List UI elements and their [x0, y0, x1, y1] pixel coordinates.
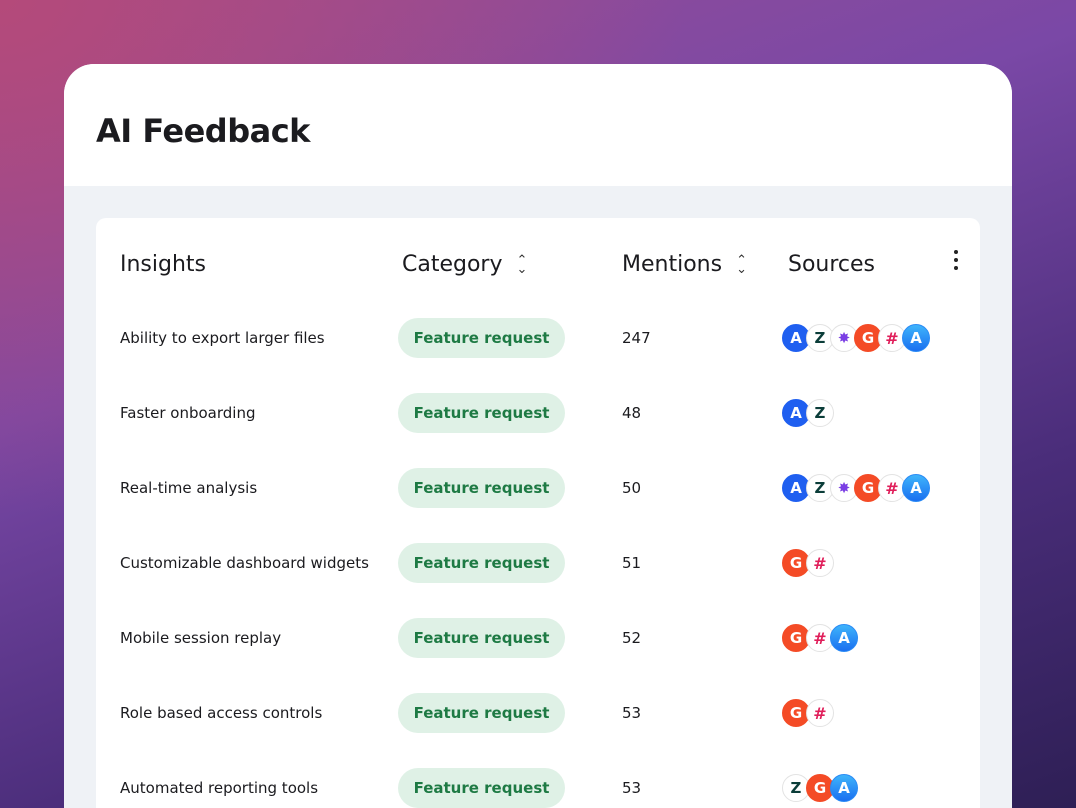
mentions-count: 53 — [622, 704, 642, 722]
insights-table: Insights Category ⌃ ⌄ Mentions ⌃ ⌄ Sources A… — [96, 218, 980, 808]
mentions-count: 51 — [622, 554, 642, 572]
column-label: Category — [402, 252, 503, 277]
app-store-icon: A — [902, 474, 930, 502]
insight-text: Customizable dashboard widgets — [120, 554, 369, 572]
category-badge: Feature request — [398, 768, 565, 808]
g2-icon: G — [854, 324, 882, 352]
category-badge: Feature request — [398, 693, 565, 733]
g2-icon: G — [782, 699, 810, 727]
sources-list: A Z ✸ G # A — [782, 324, 930, 352]
page-title: AI Feedback — [96, 112, 310, 150]
app-store-icon: A — [830, 774, 858, 802]
table-row[interactable]: Automated reporting tools Feature reques… — [96, 768, 980, 808]
mentions-count: 53 — [622, 779, 642, 797]
burst-icon: ✸ — [830, 324, 858, 352]
g2-icon: G — [782, 624, 810, 652]
zendesk-icon: Z — [806, 474, 834, 502]
column-label: Sources — [788, 252, 876, 277]
category-badge: Feature request — [398, 468, 565, 508]
table-row[interactable]: Real-time analysis Feature request 50 A Z… — [96, 468, 980, 508]
insight-text: Role based access controls — [120, 704, 323, 722]
app-store-icon: A — [830, 624, 858, 652]
category-badge: Feature request — [398, 618, 565, 658]
table-row[interactable]: Customizable dashboard widgets Feature r… — [96, 543, 980, 583]
sort-icon[interactable]: ⌃ ⌄ — [516, 252, 528, 277]
slack-icon: # — [806, 624, 834, 652]
category-badge: Feature request — [398, 393, 565, 433]
table-row[interactable]: Mobile session replay Feature request 52… — [96, 618, 980, 658]
mentions-count: 52 — [622, 629, 642, 647]
burst-icon: ✸ — [830, 474, 858, 502]
insight-text: Mobile session replay — [120, 629, 282, 647]
sources-list: G # A — [782, 624, 858, 652]
table-row[interactable]: Ability to export larger files Feature r… — [96, 318, 980, 358]
column-category[interactable]: Category ⌃ ⌄ — [402, 252, 527, 277]
column-mentions[interactable]: Mentions ⌃ ⌄ — [622, 252, 747, 277]
slack-icon: # — [878, 474, 906, 502]
insight-text: Ability to export larger files — [120, 329, 325, 347]
column-insights: Insights — [120, 252, 206, 277]
slack-icon: # — [806, 549, 834, 577]
card-header: AI Feedback — [64, 64, 1012, 186]
column-sources: Sources — [788, 252, 875, 277]
amplitude-icon: A — [782, 324, 810, 352]
column-label: Insights — [120, 252, 207, 277]
category-badge: Feature request — [398, 318, 565, 358]
sources-list: G # — [782, 699, 834, 727]
table-row[interactable]: Role based access controls Feature reque… — [96, 693, 980, 733]
sort-icon[interactable]: ⌃ ⌄ — [736, 252, 747, 277]
slack-icon: # — [878, 324, 906, 352]
app-store-icon: A — [902, 324, 930, 352]
insight-text: Faster onboarding — [120, 404, 256, 422]
slack-icon: # — [806, 699, 834, 727]
g2-icon: G — [806, 774, 834, 802]
zendesk-icon: Z — [782, 774, 810, 802]
insight-text: Automated reporting tools — [120, 779, 319, 797]
amplitude-icon: A — [782, 399, 810, 427]
insight-text: Real-time analysis — [120, 479, 258, 497]
feedback-card: AI Feedback Insights Category ⌃ ⌄ Mentions… — [64, 64, 1012, 808]
mentions-count: 50 — [622, 479, 642, 497]
sources-list: A Z ✸ G # A — [782, 474, 930, 502]
mentions-count: 48 — [622, 404, 642, 422]
mentions-count: 247 — [622, 329, 651, 347]
column-label: Mentions — [622, 252, 723, 277]
zendesk-icon: Z — [806, 399, 834, 427]
sources-list: G # — [782, 549, 834, 577]
more-options-icon[interactable] — [952, 250, 960, 270]
category-badge: Feature request — [398, 543, 565, 583]
